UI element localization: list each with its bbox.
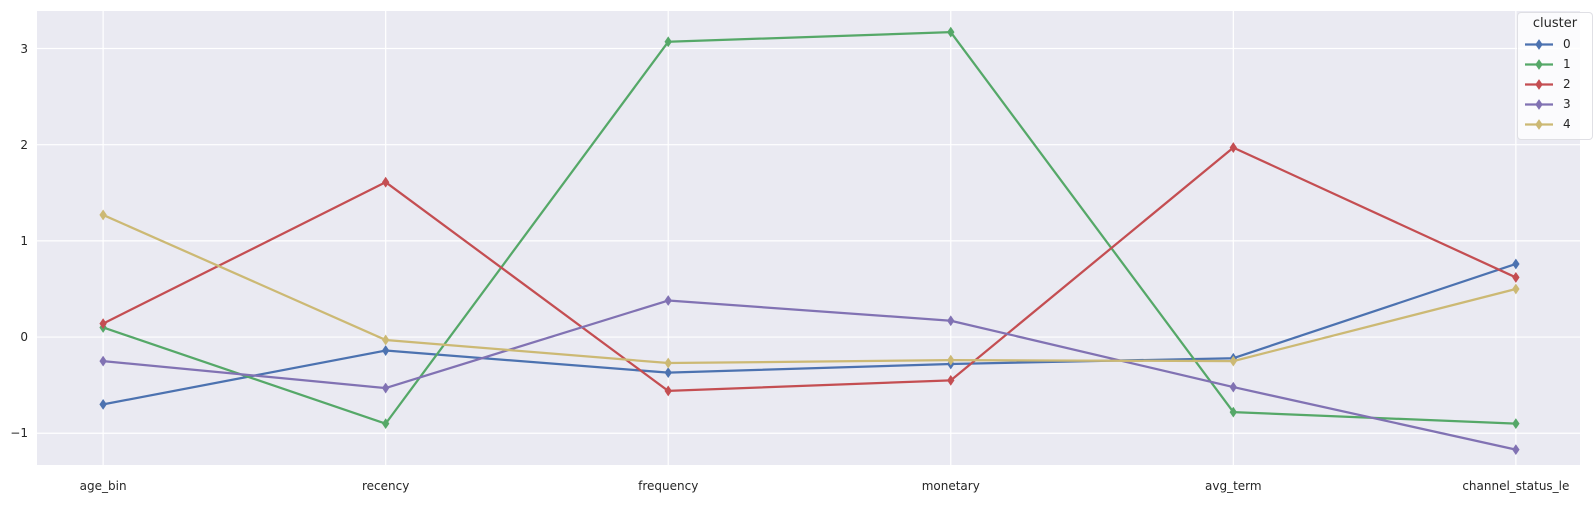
- data-point-marker-cluster-2: [664, 385, 672, 397]
- data-point-marker-cluster-2: [1229, 142, 1238, 153]
- legend-item-label: 3: [1563, 97, 1571, 111]
- y-tick-label: 1: [20, 233, 28, 248]
- legend-diamond-sample: [1535, 118, 1543, 130]
- data-point-marker-cluster-1: [381, 418, 390, 430]
- data-point-marker-cluster-0: [664, 367, 672, 379]
- legend-entries: 0 1 2 3 4: [1524, 34, 1586, 134]
- data-point-marker-cluster-4: [1512, 283, 1520, 295]
- legend-item-cluster-2: 2: [1524, 74, 1586, 94]
- data-point-marker-cluster-1: [947, 26, 955, 38]
- legend: cluster 0 1 2 3 4: [1517, 12, 1593, 140]
- legend-diamond-sample: [1535, 58, 1543, 70]
- legend-item-cluster-0: 0: [1524, 34, 1586, 54]
- data-point-marker-cluster-3: [99, 355, 107, 367]
- legend-marker-icon: [1525, 78, 1553, 90]
- x-tick-label-channel_status_le: channel_status_le: [1462, 479, 1570, 493]
- data-point-marker-cluster-3: [381, 382, 390, 394]
- series-line-cluster-0: [101, 262, 1517, 406]
- y-tick-label: −1: [10, 426, 28, 441]
- y-tick-label: 3: [20, 41, 28, 56]
- x-tick-label-recency: recency: [361, 479, 410, 493]
- data-point-marker-cluster-2: [99, 318, 107, 330]
- plot-area-background: [37, 11, 1580, 465]
- data-point-marker-cluster-3: [664, 295, 672, 306]
- data-point-marker-cluster-0: [99, 399, 107, 410]
- legend-item-label: 1: [1563, 57, 1571, 71]
- data-point-marker-cluster-1: [1512, 418, 1520, 430]
- legend-diamond-sample: [1535, 78, 1543, 90]
- data-point-marker-cluster-4: [1229, 355, 1238, 367]
- legend-marker-icon: [1525, 98, 1553, 110]
- legend-item-cluster-4: 4: [1524, 114, 1586, 134]
- x-tick-label-age_bin: age_bin: [79, 479, 127, 493]
- legend-diamond-sample: [1535, 98, 1543, 110]
- series-line-cluster-3: [101, 299, 1517, 451]
- legend-title: cluster: [1532, 16, 1578, 31]
- legend-item-cluster-1: 1: [1524, 54, 1586, 74]
- data-point-marker-cluster-4: [381, 334, 390, 346]
- x-tick-label-monetary: monetary: [921, 479, 980, 493]
- x-tick-label-frequency: frequency: [638, 479, 699, 493]
- data-point-marker-cluster-3: [1512, 444, 1520, 456]
- data-point-marker-cluster-2: [947, 374, 955, 386]
- series-line-cluster-1: [101, 31, 1517, 425]
- legend-marker-icon: [1525, 118, 1553, 130]
- y-tick-label: 0: [20, 330, 28, 345]
- data-point-marker-cluster-4: [947, 354, 955, 366]
- series-line-cluster-2: [101, 146, 1517, 393]
- data-point-marker-cluster-2: [1512, 272, 1520, 283]
- legend-item-label: 0: [1563, 37, 1571, 51]
- legend-item-label: 2: [1563, 77, 1571, 91]
- legend-item-cluster-3: 3: [1524, 94, 1586, 114]
- y-tick-label: 2: [20, 137, 28, 152]
- data-point-marker-cluster-0: [381, 345, 390, 356]
- data-point-marker-cluster-3: [1229, 381, 1238, 393]
- legend-diamond-sample: [1535, 38, 1543, 50]
- x-tick-label-avg_term: avg_term: [1205, 479, 1262, 493]
- data-point-marker-cluster-1: [664, 36, 672, 48]
- legend-marker-icon: [1525, 38, 1553, 50]
- data-point-marker-cluster-0: [1512, 258, 1520, 270]
- data-point-marker-cluster-1: [1229, 406, 1238, 418]
- legend-marker-icon: [1525, 58, 1553, 70]
- legend-item-label: 4: [1563, 117, 1571, 131]
- data-point-marker-cluster-2: [381, 176, 390, 188]
- data-point-marker-cluster-3: [947, 315, 955, 327]
- series-line-cluster-4: [101, 213, 1517, 365]
- data-point-marker-cluster-4: [99, 209, 107, 221]
- data-point-marker-cluster-4: [664, 357, 672, 369]
